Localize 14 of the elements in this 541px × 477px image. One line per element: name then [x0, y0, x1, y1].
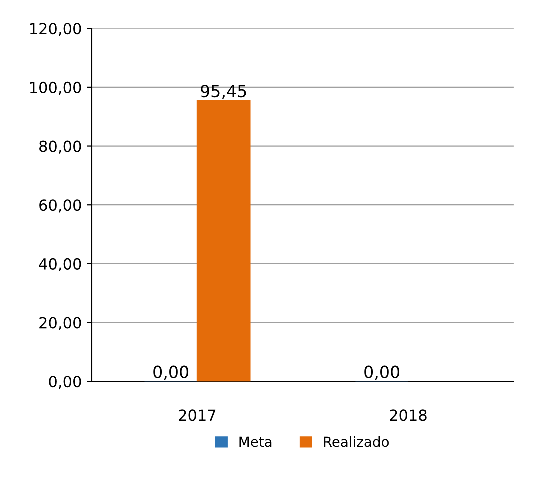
data-label: 95,45	[201, 85, 246, 100]
y-tick-label: 40,00	[39, 258, 82, 272]
y-tick-label: 60,00	[40, 200, 82, 213]
y-tick-label: 20,00	[40, 317, 82, 330]
y-tick-label: 120,00	[30, 23, 82, 36]
x-tick-label: 2017	[179, 410, 216, 422]
legend-label: Realizado	[324, 436, 390, 448]
x-tick-label: 2018	[390, 410, 427, 422]
y-tick-label: 80,00	[40, 140, 82, 154]
data-label: 0,00	[364, 366, 400, 380]
data-label: 0,00	[154, 366, 189, 380]
y-tick-label: 0,00	[49, 376, 82, 390]
legend-label: Meta	[240, 436, 272, 448]
y-tick-label: 100,00	[30, 82, 82, 96]
